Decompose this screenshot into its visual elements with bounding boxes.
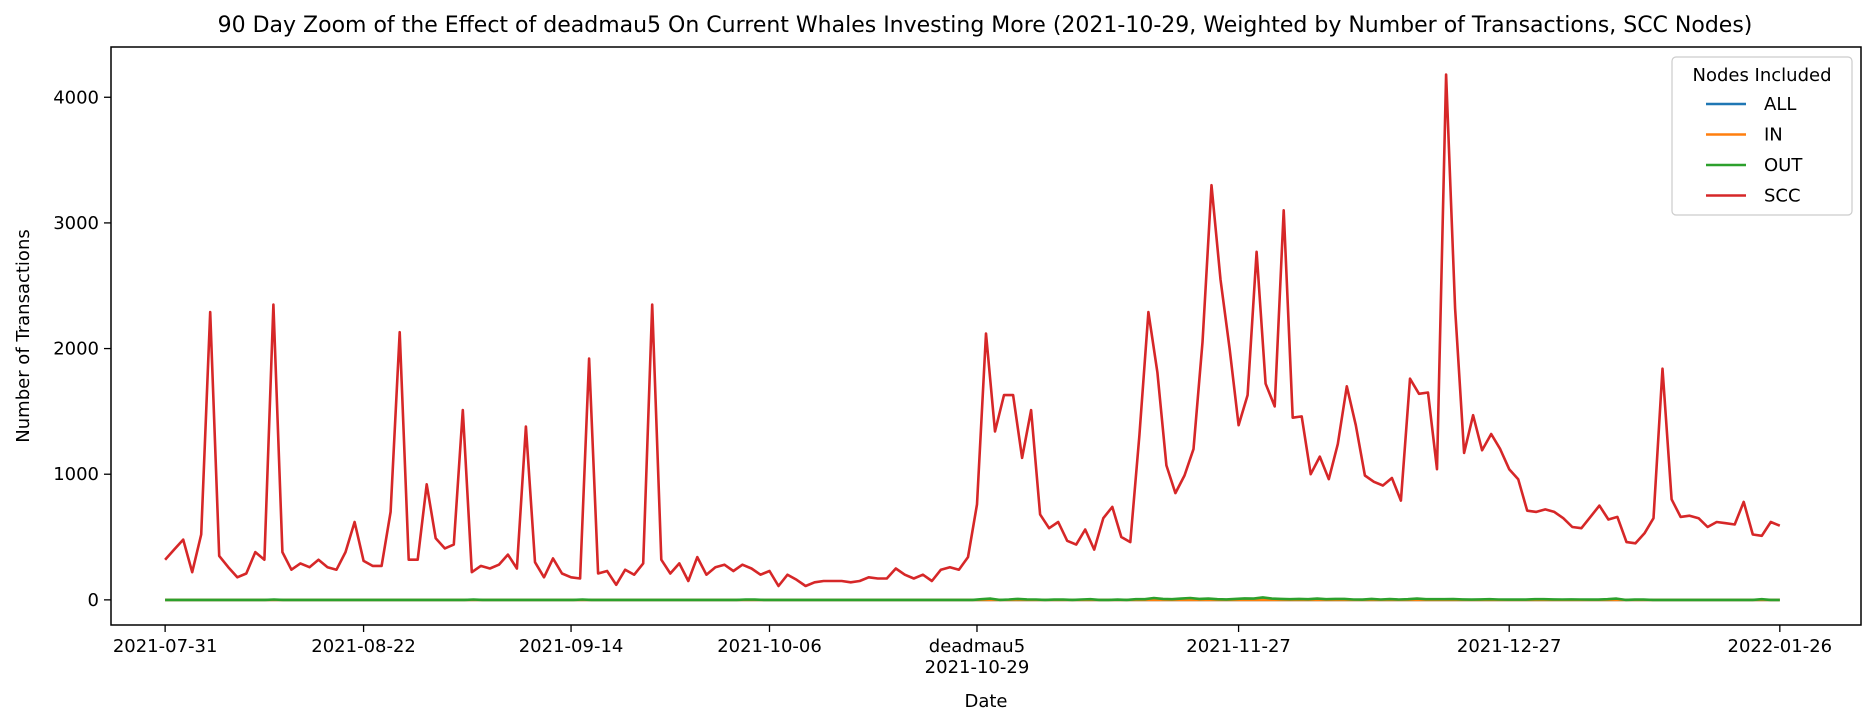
series-line-out bbox=[165, 596, 1780, 602]
legend-items: ALL IN OUT SCC bbox=[1706, 94, 1803, 207]
legend: Nodes Included ALL IN OUT SCC bbox=[1671, 56, 1853, 216]
x-tick-label: 2021-11-27 bbox=[1186, 636, 1291, 657]
legend-title: Nodes Included bbox=[1692, 65, 1831, 86]
x-tick-label: deadmau5 bbox=[929, 636, 1025, 657]
legend-frame bbox=[1671, 56, 1853, 216]
x-axis-label: Date bbox=[964, 691, 1007, 712]
y-tick-label: 2000 bbox=[53, 339, 99, 360]
x-tick-label: 2021-10-06 bbox=[717, 636, 822, 657]
x-axis: 2021-07-31 2021-08-22 2021-09-14 2021-10-06… bbox=[113, 625, 1832, 678]
x-tick-label: 2021-08-22 bbox=[311, 636, 416, 657]
legend-label-in: IN bbox=[1764, 125, 1783, 146]
series-line-scc bbox=[164, 73, 1781, 588]
y-axis: 0 1000 2000 3000 4000 bbox=[53, 87, 111, 611]
y-tick-label: 3000 bbox=[53, 213, 99, 234]
x-tick-label: 2022-01-26 bbox=[1728, 636, 1833, 657]
y-tick-label: 0 bbox=[88, 590, 99, 611]
y-tick-label: 1000 bbox=[53, 464, 99, 485]
series-layer bbox=[164, 73, 1781, 602]
legend-label-out: OUT bbox=[1764, 155, 1803, 176]
y-tick-label: 4000 bbox=[53, 87, 99, 108]
legend-label-scc: SCC bbox=[1764, 186, 1801, 207]
x-tick-label: 2021-09-14 bbox=[519, 636, 624, 657]
y-axis-label: Number of Transactions bbox=[13, 229, 34, 442]
x-tick-label: 2021-07-31 bbox=[113, 636, 218, 657]
x-tick-label: 2021-10-29 bbox=[925, 657, 1030, 678]
legend-label-all: ALL bbox=[1764, 94, 1796, 115]
x-tick-label: 2021-12-27 bbox=[1457, 636, 1562, 657]
chart-title: 90 Day Zoom of the Effect of deadmau5 On… bbox=[218, 13, 1753, 38]
